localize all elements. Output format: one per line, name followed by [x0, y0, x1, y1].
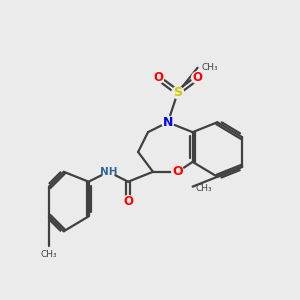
Circle shape — [162, 116, 174, 128]
Circle shape — [192, 72, 203, 84]
Circle shape — [172, 166, 184, 178]
Circle shape — [122, 196, 134, 208]
Circle shape — [102, 166, 115, 178]
Text: N: N — [163, 116, 173, 129]
Text: O: O — [153, 71, 163, 84]
Text: O: O — [172, 165, 183, 178]
Text: S: S — [173, 86, 182, 99]
Text: CH₃: CH₃ — [40, 250, 57, 259]
Text: O: O — [193, 71, 202, 84]
Text: CH₃: CH₃ — [196, 184, 212, 193]
Circle shape — [172, 87, 184, 98]
Text: CH₃: CH₃ — [202, 63, 218, 72]
Text: NH: NH — [100, 167, 117, 177]
Circle shape — [152, 72, 164, 84]
Text: O: O — [123, 195, 133, 208]
